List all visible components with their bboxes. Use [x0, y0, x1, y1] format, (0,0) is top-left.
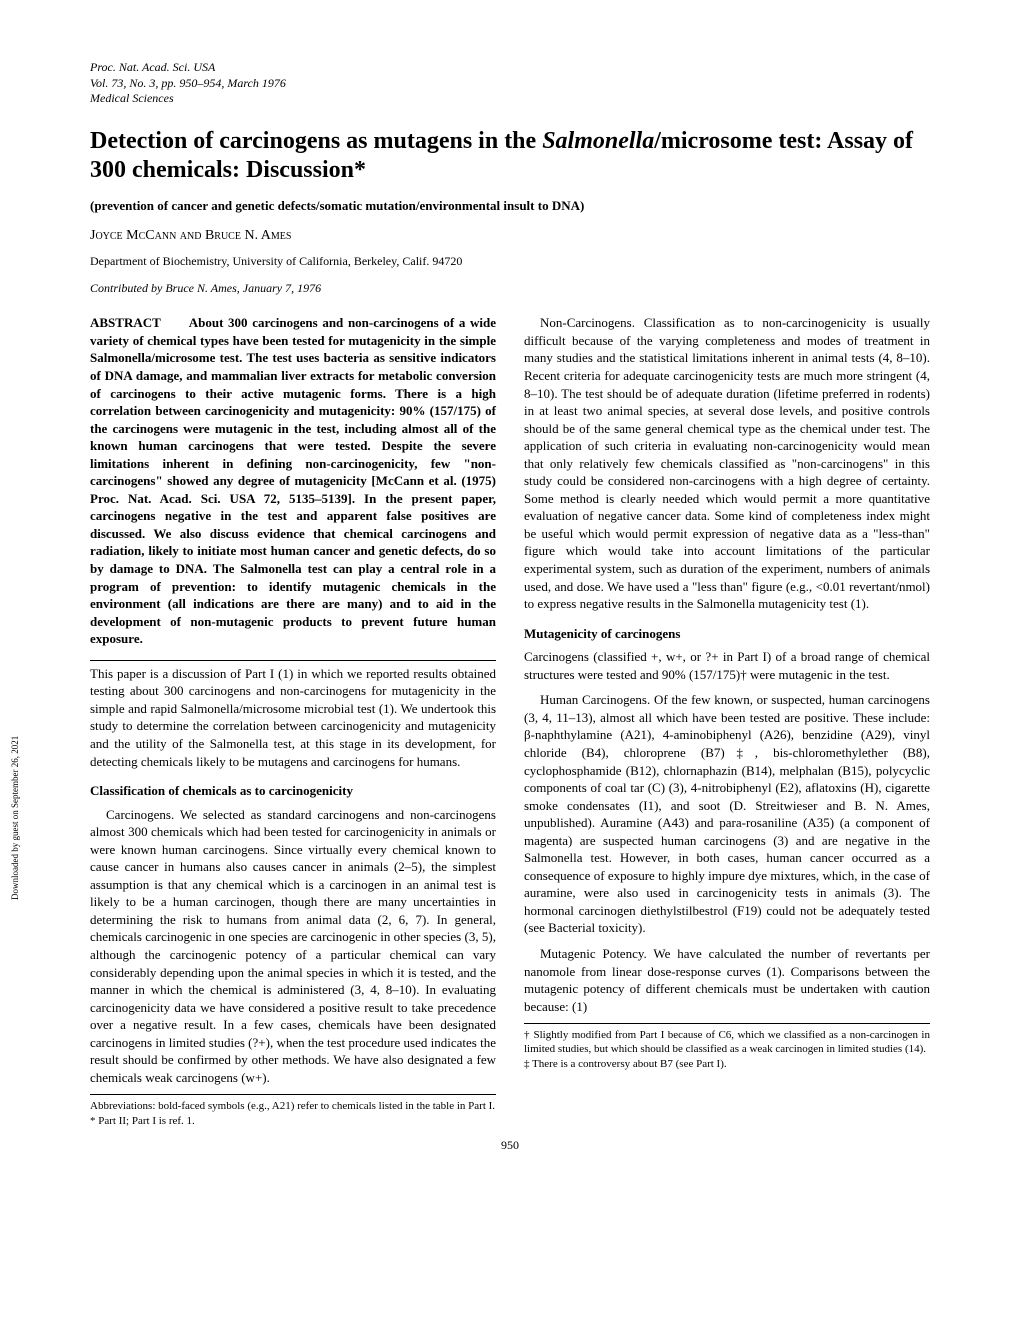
footnote-divider-right	[524, 1023, 930, 1024]
section-heading-classification: Classification of chemicals as to carcin…	[90, 782, 496, 800]
divider	[90, 660, 496, 661]
download-note: Downloaded by guest on September 26, 202…	[10, 736, 20, 900]
human-carcinogens-paragraph: Human Carcinogens. Of the few known, or …	[524, 691, 930, 937]
dagger-note: † Slightly modified from Part I because …	[524, 1028, 930, 1057]
title-italic: Salmonella	[542, 128, 654, 154]
affiliation: Department of Biochemistry, University o…	[90, 254, 930, 269]
section-name: Medical Sciences	[90, 91, 930, 107]
authors: Joyce McCann and Bruce N. Ames	[90, 228, 930, 244]
abstract: ABSTRACT About 300 carcinogens and non-c…	[90, 314, 496, 647]
abstract-text: About 300 carcinogens and non-carcinogen…	[90, 315, 496, 646]
mutagenic-potency-paragraph: Mutagenic Potency. We have calculated th…	[524, 945, 930, 1015]
footnote-divider	[90, 1094, 496, 1095]
journal-header: Proc. Nat. Acad. Sci. USA Vol. 73, No. 3…	[90, 60, 930, 107]
double-dagger-note: ‡ There is a controversy about B7 (see P…	[524, 1057, 930, 1071]
title-part1: Detection of carcinogens as mutagens in …	[90, 128, 542, 154]
mutagenicity-intro: Carcinogens (classified +, w+, or ?+ in …	[524, 648, 930, 683]
abstract-label: ABSTRACT	[90, 315, 161, 330]
section-heading-mutagenicity: Mutagenicity of carcinogens	[524, 625, 930, 643]
carcinogens-paragraph: Carcinogens. We selected as standard car…	[90, 806, 496, 1087]
contributed-by: Contributed by Bruce N. Ames, January 7,…	[90, 281, 930, 296]
journal-name: Proc. Nat. Acad. Sci. USA	[90, 60, 930, 76]
left-footnotes: Abbreviations: bold-faced symbols (e.g.,…	[90, 1099, 496, 1128]
page-number: 950	[90, 1138, 930, 1153]
left-column: ABSTRACT About 300 carcinogens and non-c…	[90, 314, 496, 1128]
keywords: (prevention of cancer and genetic defect…	[90, 198, 930, 214]
content-columns: ABSTRACT About 300 carcinogens and non-c…	[90, 314, 930, 1128]
abbreviation-note: Abbreviations: bold-faced symbols (e.g.,…	[90, 1099, 496, 1113]
intro-paragraph: This paper is a discussion of Part I (1)…	[90, 665, 496, 770]
right-column: Non-Carcinogens. Classification as to no…	[524, 314, 930, 1128]
paper-title: Detection of carcinogens as mutagens in …	[90, 127, 930, 185]
right-footnotes: † Slightly modified from Part I because …	[524, 1028, 930, 1071]
non-carcinogens-paragraph: Non-Carcinogens. Classification as to no…	[524, 314, 930, 612]
volume-info: Vol. 73, No. 3, pp. 950–954, March 1976	[90, 76, 930, 92]
part-note: * Part II; Part I is ref. 1.	[90, 1114, 496, 1128]
